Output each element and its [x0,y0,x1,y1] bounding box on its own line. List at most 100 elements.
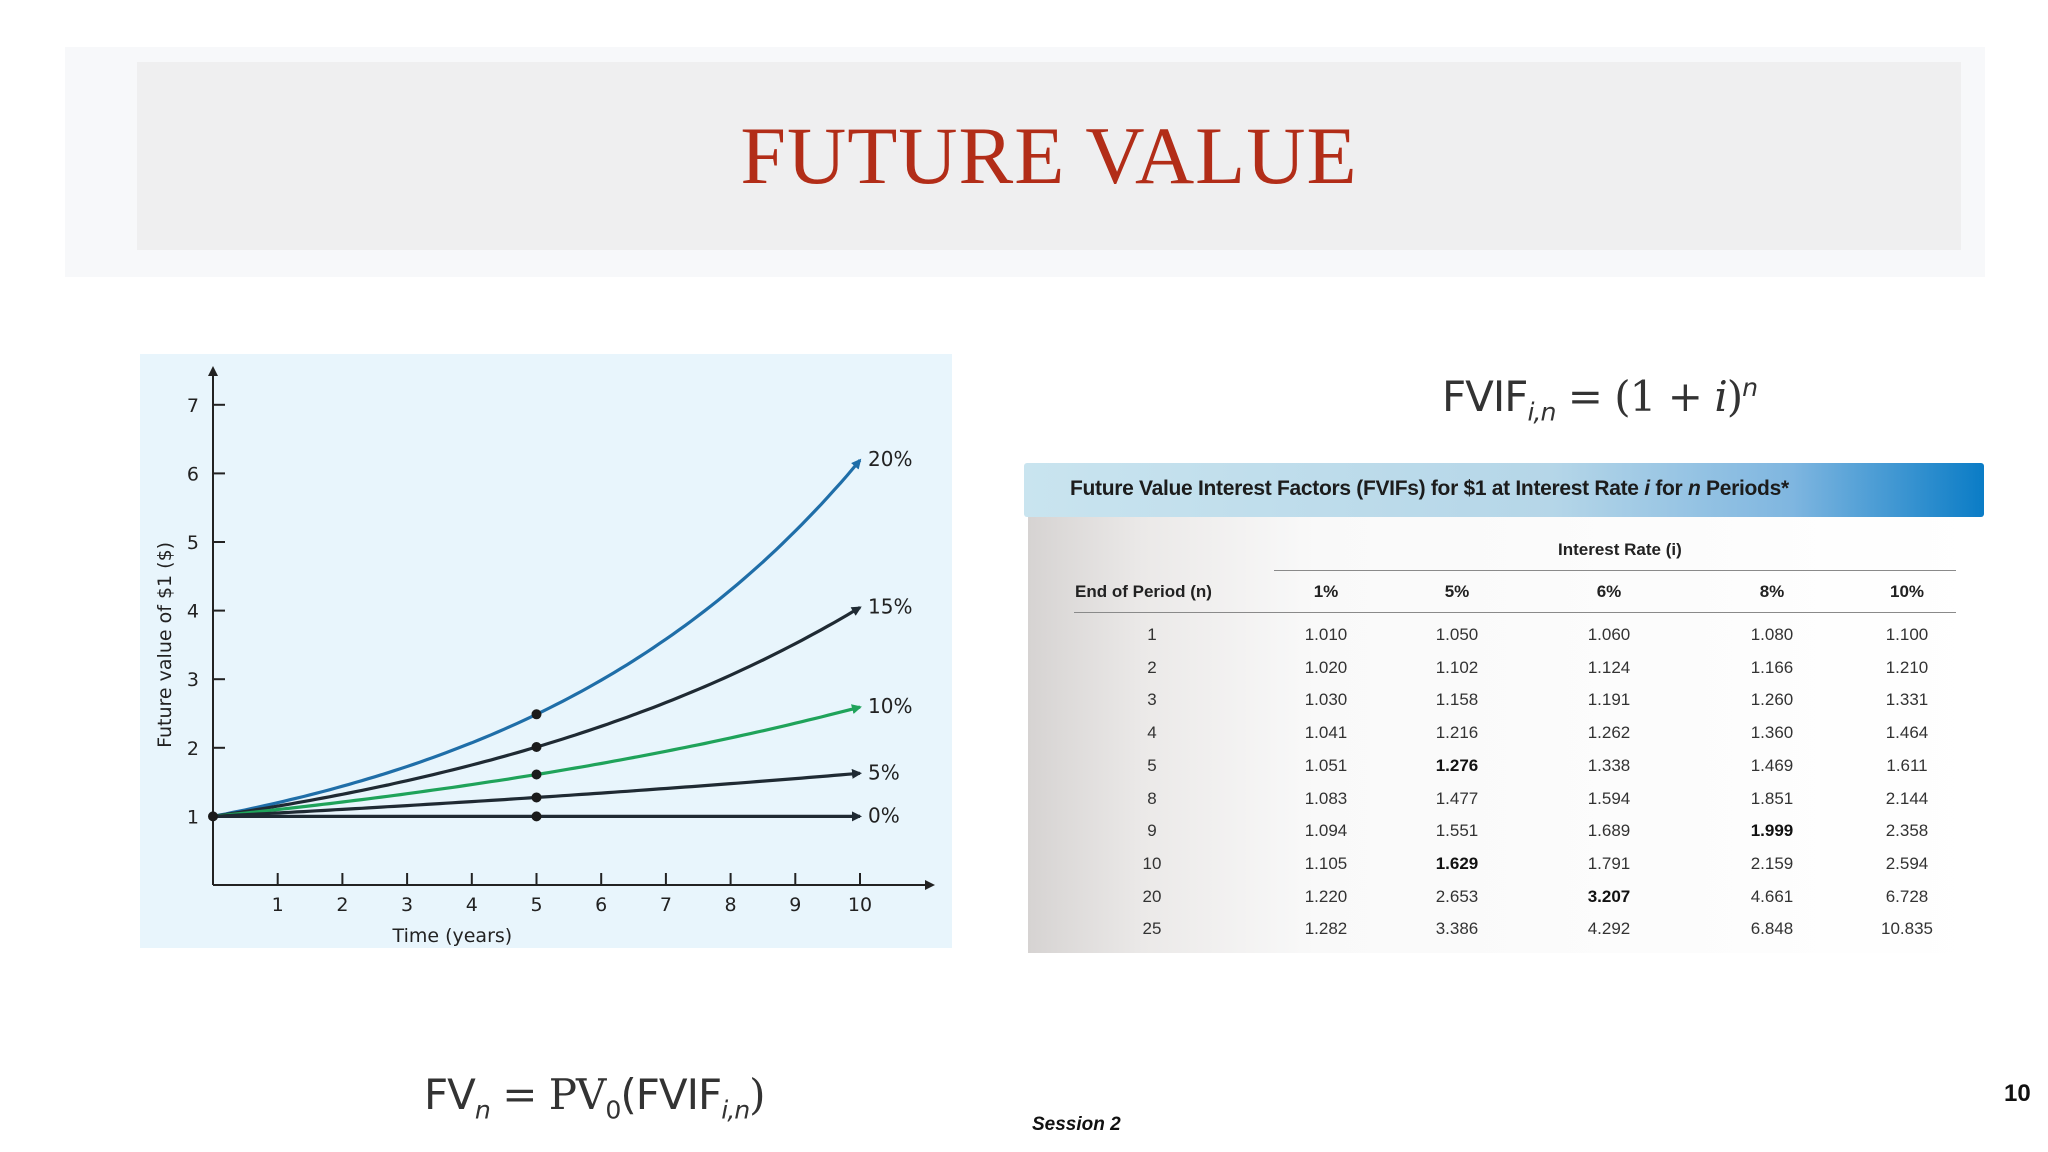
value-cell: 1.220 [1304,886,1348,906]
page-number: 10 [2004,1080,2031,1107]
y-axis-label: Future value of $1 ($) [154,542,176,748]
value-cell: 1.100 [1885,625,1929,644]
data-point-marker [531,709,542,720]
period-cell: 20 [1142,886,1162,906]
y-tick-label: 3 [187,669,199,691]
value-cell: 1.276 [1435,755,1479,775]
value-cell: 1.191 [1587,690,1631,710]
value-cell: 1.094 [1304,821,1348,841]
value-cell: 1.010 [1304,625,1348,644]
fv-formula-inner-sub: i,n [721,1095,750,1125]
value-cell: 1.050 [1435,625,1479,644]
value-cell: 1.060 [1587,625,1631,644]
fvif-formula-close: ) [1726,372,1743,421]
column-header: 5% [1444,582,1470,601]
y-tick-label: 5 [187,532,199,554]
value-cell: 1.851 [1750,788,1794,808]
value-cell: 1.158 [1435,690,1479,710]
value-cell: 4.661 [1750,886,1794,906]
series-label: 15% [868,594,912,618]
fv-formula-open: (FVIF [620,1070,722,1119]
period-cell: 4 [1147,723,1157,743]
period-cell: 9 [1147,821,1157,841]
value-cell: 1.083 [1304,788,1348,808]
data-point-marker [531,769,542,780]
value-cell: 1.469 [1750,755,1794,775]
value-cell: 1.791 [1587,853,1631,873]
x-tick-label: 1 [272,894,284,916]
period-cell: 8 [1147,788,1157,808]
value-cell: 2.358 [1885,821,1929,841]
fv-formula-eq: = PV [489,1070,606,1119]
fvif-formula: FVIFi,n = (1 + i)n [1442,372,1758,426]
value-cell: 1.464 [1885,723,1929,743]
column-header: 1% [1313,582,1339,601]
value-cell: 2.594 [1885,853,1929,873]
fvif-formula-eq: = (1 + [1555,372,1715,421]
value-cell: 1.020 [1304,657,1348,677]
x-tick-label: 9 [789,894,801,916]
value-cell: 2.144 [1885,788,1929,808]
series-line [212,458,862,818]
x-tick-label: 5 [530,894,542,916]
table-title-pre: Future Value Interest Factors (FVIFs) fo… [1070,477,1645,500]
table-title-mid: for [1649,477,1688,500]
y-tick-label: 4 [187,601,199,623]
period-cell: 10 [1142,853,1162,873]
value-cell: 1.629 [1435,853,1479,873]
value-cell: 1.262 [1587,723,1631,743]
value-cell: 1.105 [1304,853,1348,873]
value-cell: 1.331 [1885,690,1929,710]
period-cell: 1 [1147,625,1157,644]
fv-formula: FVn = PV0(FVIFi,n) [424,1070,766,1125]
data-point-marker [531,742,542,753]
table-body [1028,517,1984,953]
table-title-post: Periods* [1700,477,1789,500]
slide-title: FUTURE VALUE [740,110,1358,201]
table-title-bar: Future Value Interest Factors (FVIFs) fo… [1024,463,1984,517]
value-cell: 1.260 [1750,690,1794,710]
value-cell: 10.835 [1881,919,1933,939]
x-tick-label: 4 [466,894,478,916]
column-header: 8% [1759,582,1785,601]
fvif-formula-i: i [1714,372,1727,421]
value-cell: 1.166 [1750,657,1794,677]
y-tick-label: 2 [187,738,199,760]
fv-formula-lhs: FV [424,1070,476,1119]
value-cell: 2.653 [1435,886,1479,906]
y-tick-label: 1 [187,806,199,828]
value-cell: 1.338 [1587,755,1631,775]
session-label: Session 2 [1032,1114,1121,1135]
header-rule [1074,612,1956,613]
period-cell: 3 [1147,690,1157,710]
value-cell: 1.999 [1750,821,1794,841]
y-tick-label: 6 [187,463,199,485]
series-label: 5% [868,760,900,784]
value-cell: 1.124 [1587,657,1631,677]
x-tick-label: 3 [401,894,413,916]
value-cell: 1.102 [1435,657,1479,677]
fv-formula-close: ) [749,1070,765,1119]
value-cell: 2.159 [1750,853,1794,873]
value-cell: 1.551 [1435,821,1479,841]
fvif-formula-sup: n [1742,373,1758,402]
table-title: Future Value Interest Factors (FVIFs) fo… [1070,477,1789,501]
column-header: 6% [1596,582,1622,601]
fvif-formula-lhs: FVIF [1442,372,1528,421]
interest-rate-heading: Interest Rate (i) [1558,540,1682,559]
y-tick-label: 7 [187,395,199,417]
value-cell: 4.292 [1587,919,1631,939]
value-cell: 1.051 [1304,755,1348,775]
x-axis-label: Time (years) [392,925,513,947]
future-value-chart: 1 2 3 4 5 6 7 1 2 3 4 5 6 7 8 9 10 Time (years) Future val… [140,354,952,948]
value-cell: 1.477 [1435,788,1479,808]
value-cell: 1.216 [1435,723,1479,743]
x-tick-label: 6 [595,894,607,916]
rate-heading-rule [1274,570,1956,571]
value-cell: 1.360 [1750,723,1794,743]
series-label: 0% [868,803,900,827]
chart-svg: 1 2 3 4 5 6 7 1 2 3 4 5 6 7 8 9 10 Time (years) Future val… [154,366,935,947]
fv-formula-sub: n [474,1095,491,1125]
data-point-marker [531,811,542,822]
series-label: 10% [868,694,912,718]
